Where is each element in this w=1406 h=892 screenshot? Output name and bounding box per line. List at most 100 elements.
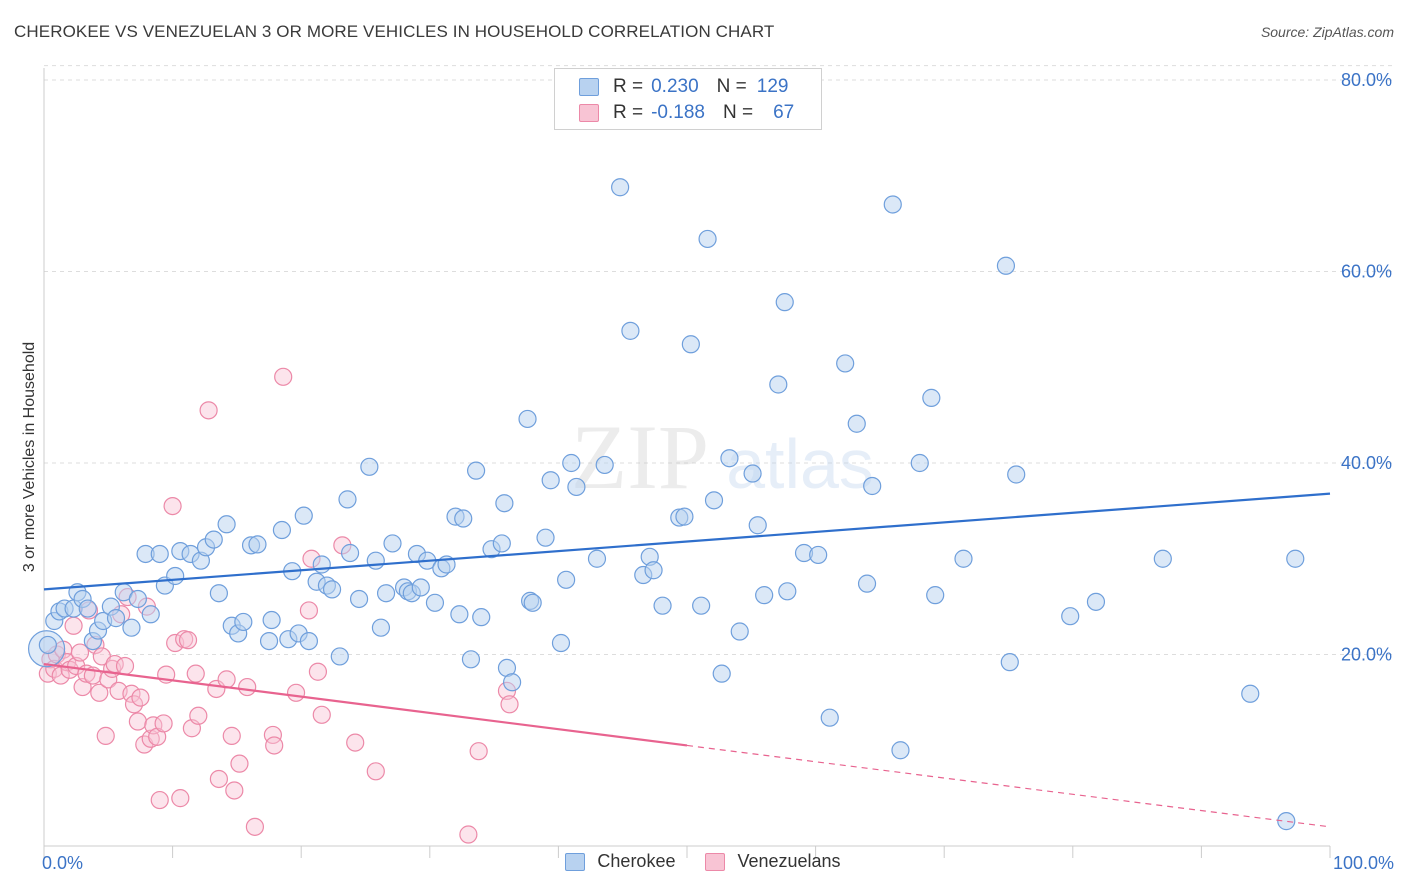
x-tick-label-max: 100.0% xyxy=(1332,853,1394,873)
cherokee-point xyxy=(775,293,794,312)
cherokee-point xyxy=(743,464,762,483)
cherokee-point xyxy=(1241,684,1260,703)
cherokee-point xyxy=(38,635,57,655)
axes xyxy=(43,68,1331,858)
venezuelan-point xyxy=(189,706,208,725)
cherokee-point xyxy=(450,605,469,624)
cherokee-point xyxy=(128,589,147,609)
cherokee-point xyxy=(340,543,360,563)
cherokee-point xyxy=(78,599,97,618)
cherokee-points xyxy=(27,178,1305,831)
legend-row-cherokee: R = 0.230 N = 129 xyxy=(579,75,788,99)
cherokee-point xyxy=(262,610,281,630)
cherokee-point xyxy=(338,490,357,509)
venezuelan-point xyxy=(459,825,478,844)
legend-r-value: 0.230 xyxy=(651,76,699,97)
cherokee-point xyxy=(996,256,1016,275)
cherokee-point xyxy=(891,741,910,760)
venezuelan-point xyxy=(469,742,488,761)
cherokee-point xyxy=(809,545,828,565)
cherokee-point xyxy=(1061,607,1080,626)
y-axis-label: 3 or more Vehicles in Household xyxy=(21,341,38,573)
cherokee-point xyxy=(698,229,717,249)
cherokee-point xyxy=(425,593,445,612)
cherokee-point xyxy=(541,471,560,490)
venezuelan-point xyxy=(122,684,141,703)
cherokee-point xyxy=(883,195,902,214)
cherokee-point xyxy=(106,609,126,628)
cherokee-point xyxy=(847,414,866,433)
cherokee-point xyxy=(411,578,430,597)
cherokee-swatch xyxy=(565,852,586,871)
cherokee-point xyxy=(778,582,797,601)
venezuelan-point xyxy=(346,733,365,752)
cherokee-point xyxy=(769,375,788,394)
cherokee-point xyxy=(366,551,385,570)
cherokee-point xyxy=(863,476,882,496)
cherokee-point xyxy=(836,354,855,373)
venezuelan-point xyxy=(178,631,198,650)
venezuelan-point xyxy=(230,754,249,773)
cherokee-point xyxy=(1153,549,1172,568)
legend-label-cherokee: Cherokee xyxy=(597,851,676,871)
cherokee-point xyxy=(704,491,724,510)
cherokee-point xyxy=(234,612,253,632)
legend-r-label: R = xyxy=(613,76,644,97)
cherokee-point xyxy=(466,461,486,480)
cherokee-point xyxy=(1086,592,1106,611)
venezuelan-point xyxy=(73,677,92,697)
cherokee-point xyxy=(820,708,839,727)
y-tick-label: 80.0% xyxy=(1341,70,1392,90)
venezuelan-point xyxy=(225,781,244,800)
watermark-zip: ZIP xyxy=(571,406,709,508)
cherokee-point xyxy=(272,520,292,540)
venezuelan-point xyxy=(115,656,135,676)
watermark: ZIP atlas xyxy=(571,406,874,508)
cherokee-point xyxy=(922,388,941,407)
venezuelan-point xyxy=(238,677,257,697)
cherokee-point xyxy=(1277,812,1296,831)
cherokee-point xyxy=(551,633,571,653)
cherokee-point xyxy=(1000,653,1019,672)
cherokee-point xyxy=(461,650,481,669)
cherokee-point xyxy=(503,673,522,692)
cherokee-point xyxy=(217,515,236,534)
cherokee-point xyxy=(730,622,749,641)
cherokee-point xyxy=(562,453,581,473)
cherokee-point xyxy=(611,178,630,197)
cherokee-point xyxy=(322,580,342,599)
y-tick-label: 40.0% xyxy=(1341,453,1392,473)
venezuelan-swatch xyxy=(705,852,726,871)
cherokee-point xyxy=(209,584,228,603)
cherokee-point xyxy=(299,631,319,651)
legend-n-value: 67 xyxy=(773,102,795,123)
cherokee-point xyxy=(675,507,694,526)
venezuelan-point xyxy=(124,695,144,714)
cherokee-point xyxy=(141,605,160,624)
cherokee-point xyxy=(644,561,663,580)
cherokee-point xyxy=(454,509,473,528)
cherokee-point xyxy=(587,549,607,568)
venezuelan-trend-line xyxy=(43,662,688,747)
cherokee-point xyxy=(166,566,185,586)
cherokee-point xyxy=(371,618,391,637)
venezuelan-point xyxy=(154,714,173,733)
venezuelan-trend-extension xyxy=(686,744,1331,828)
venezuelan-point xyxy=(171,789,190,808)
legend-item-cherokee: Cherokee xyxy=(565,851,675,872)
trend-lines xyxy=(43,492,1331,828)
cherokee-point xyxy=(557,570,576,589)
venezuelan-point xyxy=(312,705,331,724)
x-tick-label-min: 0.0% xyxy=(42,853,84,873)
cherokee-point xyxy=(492,534,511,553)
cherokee-point xyxy=(204,530,223,549)
cherokee-point xyxy=(472,608,491,627)
cherokee-point xyxy=(376,584,396,603)
cherokee-point xyxy=(259,631,279,651)
grid-lines xyxy=(44,65,1392,655)
venezuelan-point xyxy=(308,662,328,681)
legend-label-venezuelans: Venezuelans xyxy=(737,851,841,871)
legend-r-value: -0.188 xyxy=(651,102,705,123)
cherokee-point xyxy=(330,647,349,666)
